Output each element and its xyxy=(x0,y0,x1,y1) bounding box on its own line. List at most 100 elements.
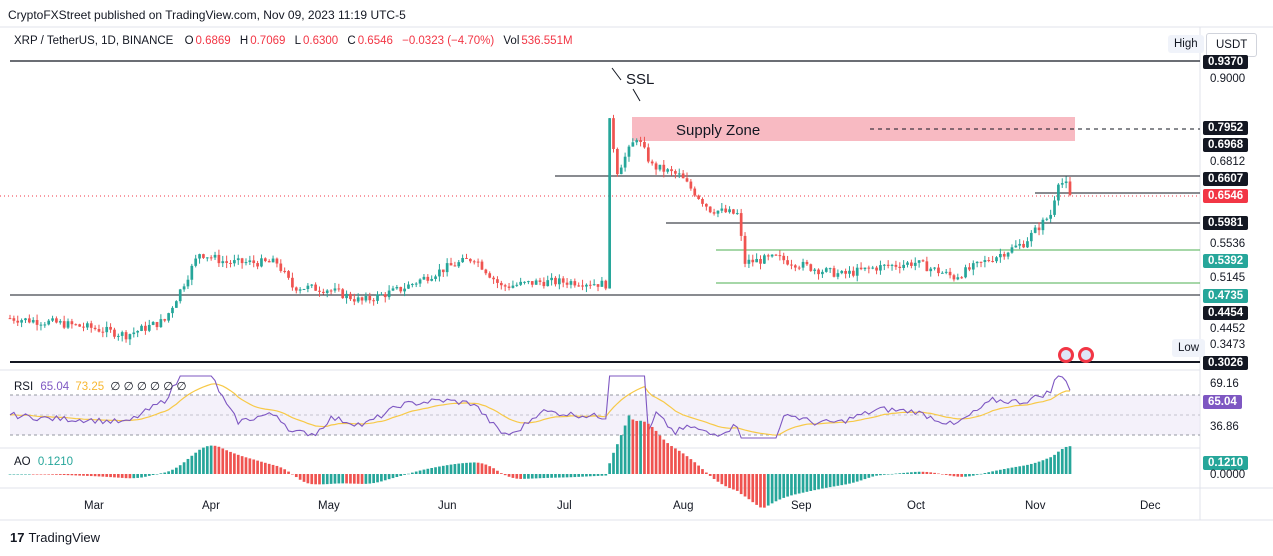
candle-body[interactable] xyxy=(395,286,399,289)
candle-body[interactable] xyxy=(1037,227,1041,231)
candle-body[interactable] xyxy=(244,262,248,264)
candle-body[interactable] xyxy=(1010,247,1014,253)
candle-body[interactable] xyxy=(925,261,929,272)
candle-body[interactable] xyxy=(310,284,314,286)
tradingview-logo[interactable]: 17 TradingView xyxy=(10,530,100,545)
candle-body[interactable] xyxy=(894,264,898,267)
symbol-title[interactable]: XRP / TetherUS, 1D, BINANCE xyxy=(14,35,174,47)
candle-body[interactable] xyxy=(821,271,824,275)
candle-body[interactable] xyxy=(879,265,882,271)
candle-body[interactable] xyxy=(1029,232,1033,242)
candle-body[interactable] xyxy=(1057,184,1060,201)
candle-body[interactable] xyxy=(705,203,708,207)
candle-body[interactable] xyxy=(995,257,998,262)
candle-body[interactable] xyxy=(383,294,387,298)
candle-body[interactable] xyxy=(225,261,228,263)
candle-body[interactable] xyxy=(937,267,940,274)
candle-body[interactable] xyxy=(27,318,31,323)
candle-body[interactable] xyxy=(438,269,441,277)
candle-body[interactable] xyxy=(337,288,341,290)
candle-body[interactable] xyxy=(689,181,693,189)
candle-body[interactable] xyxy=(964,267,967,278)
candle-body[interactable] xyxy=(577,285,581,287)
candle-body[interactable] xyxy=(503,285,507,287)
candle-body[interactable] xyxy=(1014,245,1018,248)
candle-body[interactable] xyxy=(116,335,120,337)
candle-body[interactable] xyxy=(476,261,480,263)
candle-body[interactable] xyxy=(82,326,85,328)
candle-body[interactable] xyxy=(608,118,611,289)
currency-button[interactable]: USDT xyxy=(1206,33,1258,57)
candle-body[interactable] xyxy=(604,280,608,289)
candle-body[interactable] xyxy=(39,324,43,326)
ao-label[interactable]: AO xyxy=(14,456,31,468)
candle-body[interactable] xyxy=(74,324,78,326)
candle-body[interactable] xyxy=(263,258,267,262)
candle-body[interactable] xyxy=(956,277,960,280)
candle-body[interactable] xyxy=(685,178,689,182)
candle-body[interactable] xyxy=(979,261,983,263)
candle-body[interactable] xyxy=(1018,243,1022,246)
candle-body[interactable] xyxy=(554,277,557,285)
candle-body[interactable] xyxy=(124,332,128,340)
candle-body[interactable] xyxy=(991,260,994,262)
rsi-line[interactable] xyxy=(9,375,1071,439)
candle-body[interactable] xyxy=(178,289,182,302)
candle-body[interactable] xyxy=(24,318,27,321)
candle-body[interactable] xyxy=(298,289,302,291)
candle-body[interactable] xyxy=(294,287,298,291)
candle-body[interactable] xyxy=(391,288,395,291)
candle-body[interactable] xyxy=(434,276,437,279)
candle-body[interactable] xyxy=(213,254,217,258)
candle-body[interactable] xyxy=(747,259,751,264)
candle-body[interactable] xyxy=(461,257,464,263)
candle-body[interactable] xyxy=(469,258,472,262)
candle-body[interactable] xyxy=(376,294,379,301)
candle-body[interactable] xyxy=(933,267,936,269)
candle-body[interactable] xyxy=(325,290,329,293)
candle-body[interactable] xyxy=(275,258,279,264)
candle-body[interactable] xyxy=(318,290,321,292)
candle-body[interactable] xyxy=(898,266,902,268)
candle-body[interactable] xyxy=(407,284,410,289)
candle-body[interactable] xyxy=(631,142,635,147)
candle-body[interactable] xyxy=(875,267,878,271)
candle-body[interactable] xyxy=(70,321,74,325)
candle-body[interactable] xyxy=(523,281,526,283)
candle-body[interactable] xyxy=(712,212,716,214)
candle-body[interactable] xyxy=(623,156,627,168)
candle-body[interactable] xyxy=(585,284,588,287)
candle-body[interactable] xyxy=(256,263,259,267)
ao-histogram[interactable] xyxy=(8,415,1072,508)
candle-body[interactable] xyxy=(62,321,66,328)
candle-body[interactable] xyxy=(499,282,503,286)
candle-body[interactable] xyxy=(12,318,16,321)
candle-body[interactable] xyxy=(240,258,244,264)
candle-body[interactable] xyxy=(778,255,782,257)
candle-body[interactable] xyxy=(716,210,720,214)
candle-body[interactable] xyxy=(1041,219,1045,231)
candle-body[interactable] xyxy=(836,273,840,277)
candle-body[interactable] xyxy=(550,277,553,281)
candle-body[interactable] xyxy=(848,270,851,274)
candle-body[interactable] xyxy=(1045,218,1049,220)
candle-body[interactable] xyxy=(356,297,360,302)
candle-body[interactable] xyxy=(1060,183,1064,185)
candle-body[interactable] xyxy=(190,265,194,280)
candle-body[interactable] xyxy=(1002,254,1006,257)
candle-body[interactable] xyxy=(855,267,859,276)
candle-body[interactable] xyxy=(693,188,697,196)
candle-body[interactable] xyxy=(418,279,422,284)
candle-body[interactable] xyxy=(720,208,724,211)
candle-body[interactable] xyxy=(902,264,905,268)
candle-body[interactable] xyxy=(515,284,519,286)
candle-body[interactable] xyxy=(538,280,542,282)
candle-body[interactable] xyxy=(472,261,476,263)
candle-body[interactable] xyxy=(557,278,561,285)
candle-body[interactable] xyxy=(940,272,944,274)
candle-body[interactable] xyxy=(511,285,515,288)
candle-body[interactable] xyxy=(968,267,971,270)
candle-body[interactable] xyxy=(159,319,163,328)
candle-body[interactable] xyxy=(101,331,105,333)
candle-body[interactable] xyxy=(701,198,704,204)
